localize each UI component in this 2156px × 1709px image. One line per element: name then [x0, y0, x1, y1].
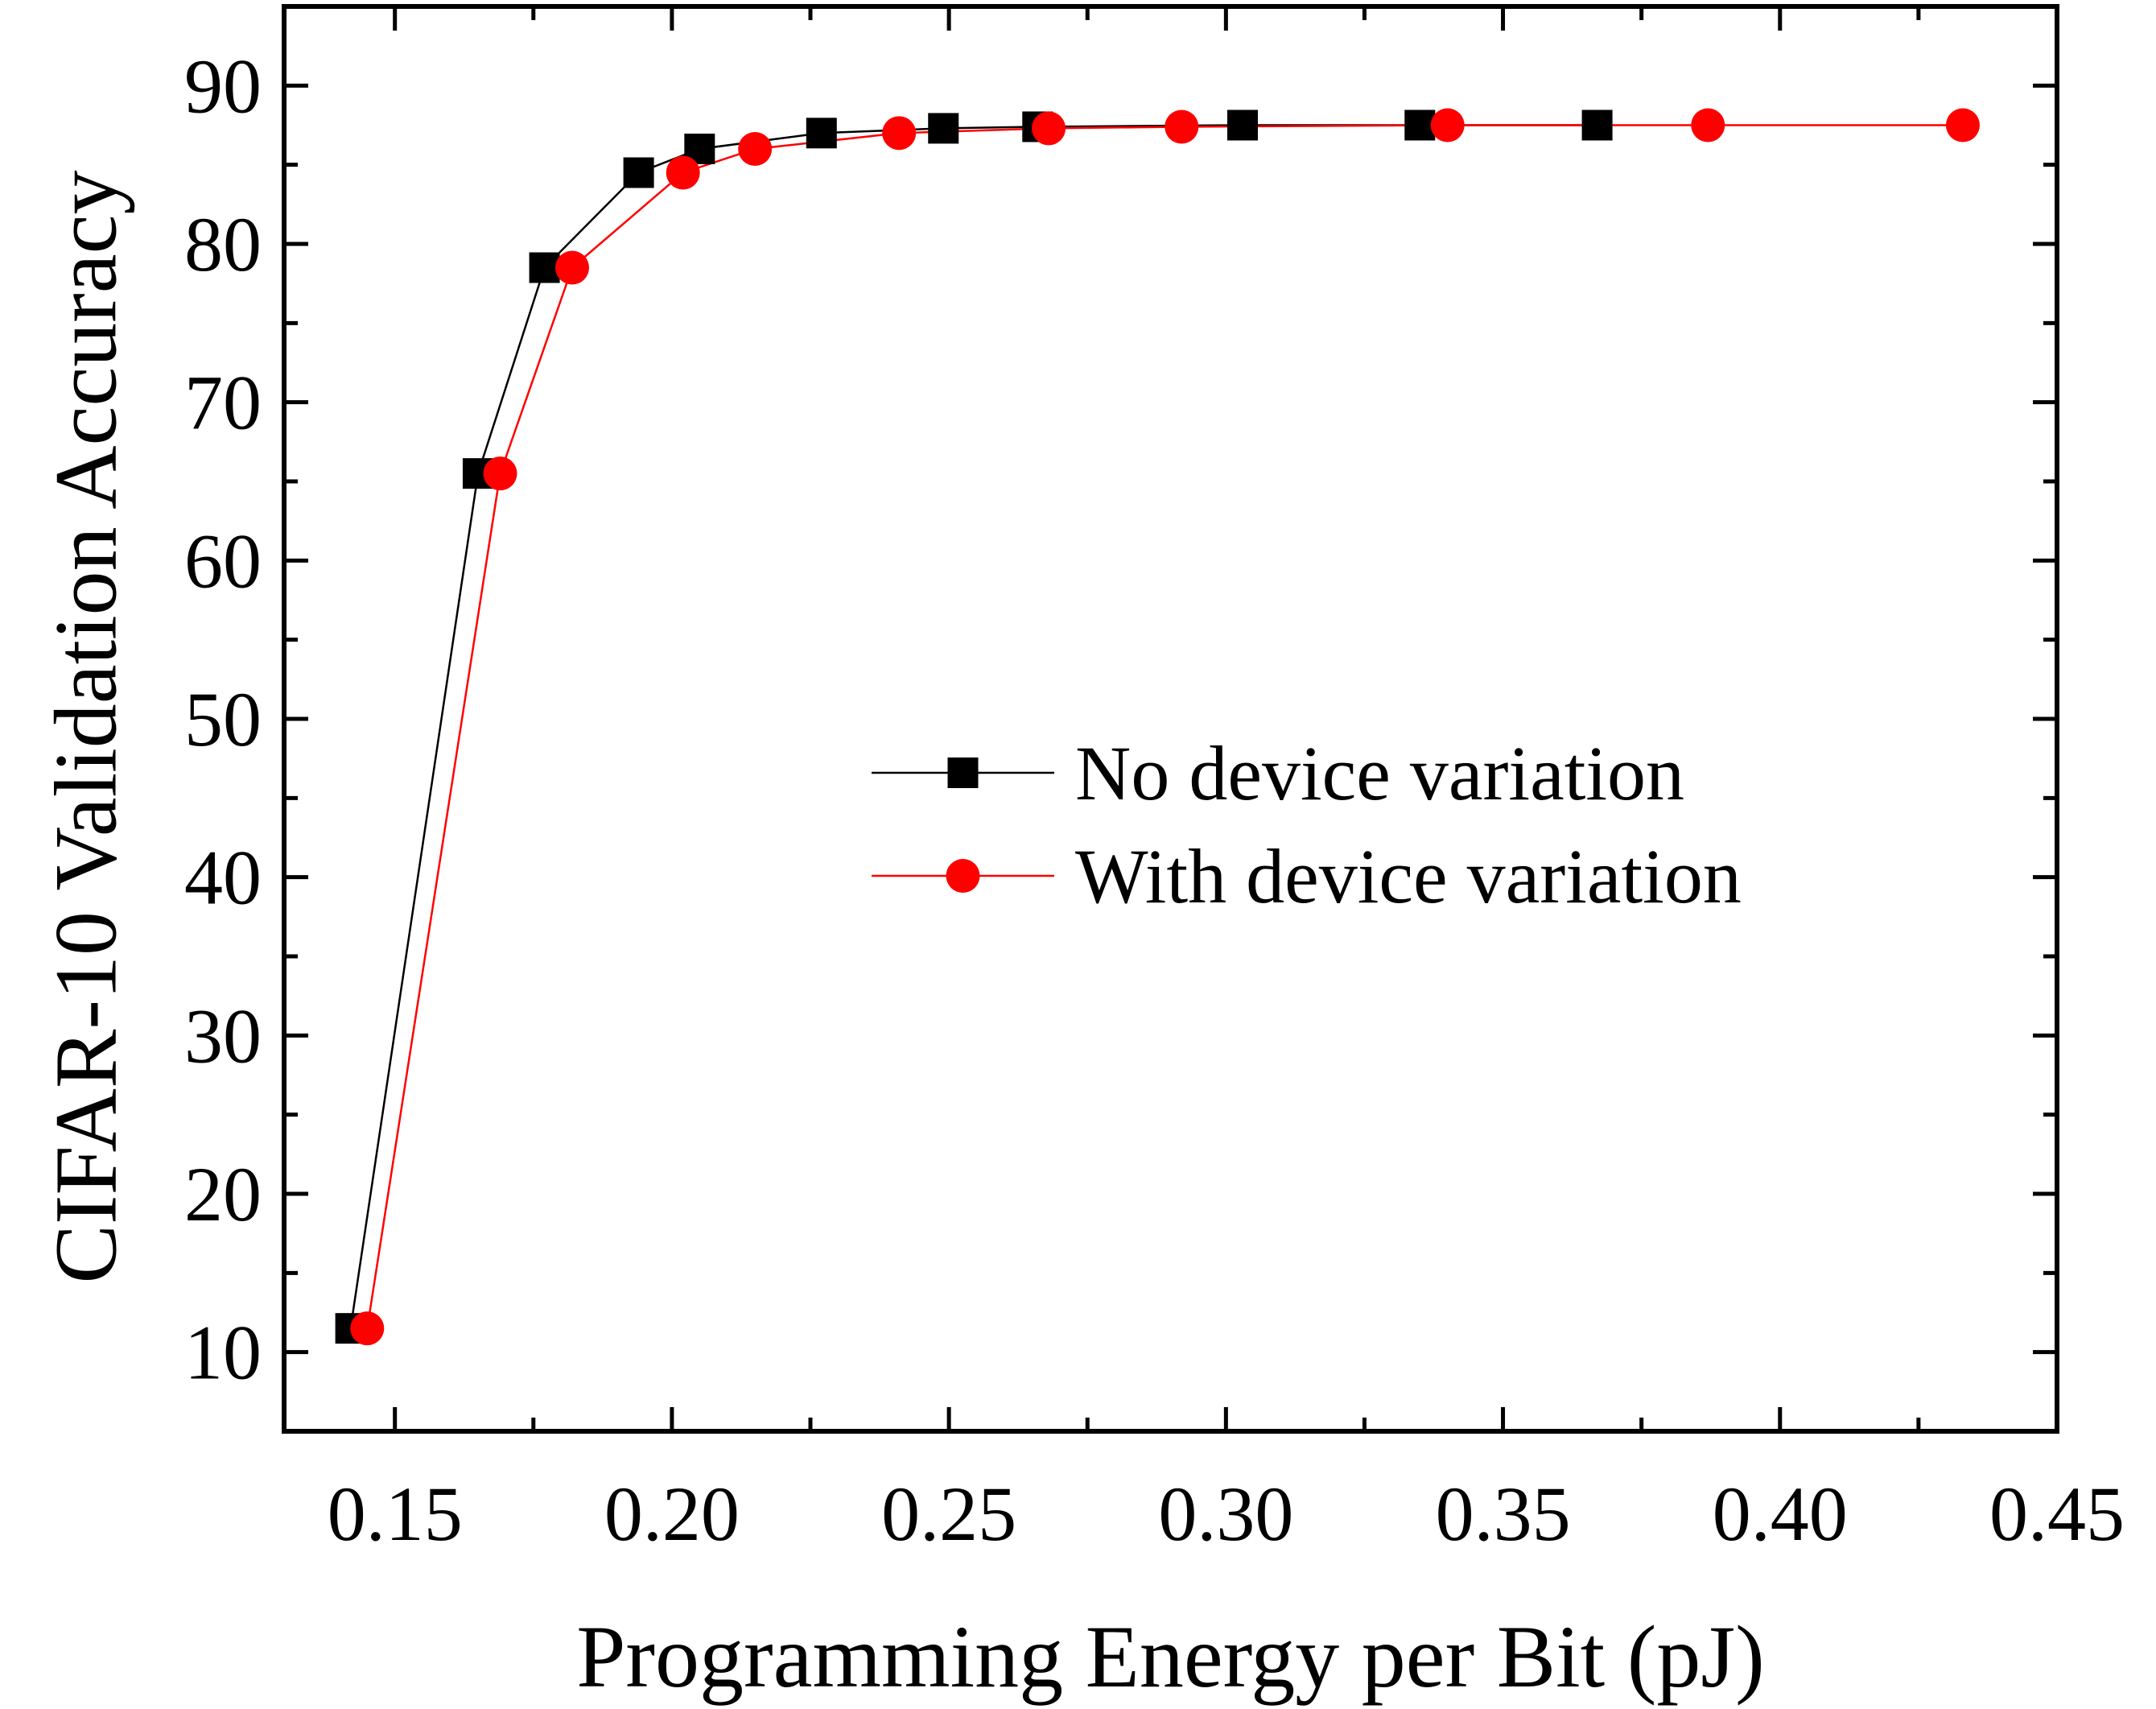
labels-layer: 0.15 0.20 0.25 0.30 0.35 0.40 0.45 10 20 30 40 50 60… — [184, 43, 2125, 1557]
data-point-series-2 — [1165, 109, 1199, 144]
x-tick-label: 0.20 — [604, 1471, 740, 1557]
data-point-series-2 — [666, 155, 700, 190]
data-point-series-1 — [1226, 109, 1258, 141]
data-point-series-2 — [554, 250, 589, 285]
y-tick-label: 50 — [184, 676, 262, 762]
legend-marker-1 — [947, 757, 979, 788]
data-point-series-1 — [1581, 109, 1613, 141]
data-point-series-2 — [1032, 111, 1066, 146]
data-point-series-2 — [1691, 108, 1725, 142]
x-tick-label: 0.15 — [328, 1471, 463, 1557]
data-point-series-2 — [738, 132, 773, 166]
data-point-series-2 — [882, 116, 917, 151]
data-point-series-1 — [806, 118, 837, 149]
y-tick-label: 90 — [184, 43, 262, 129]
series-line-1 — [349, 124, 1597, 1329]
data-point-series-2 — [1430, 108, 1465, 142]
data-point-series-1 — [928, 113, 959, 144]
ticks-layer — [284, 4, 2059, 1434]
y-tick-label: 60 — [184, 518, 262, 604]
x-tick-label: 0.30 — [1158, 1471, 1293, 1557]
y-tick-label: 40 — [184, 835, 262, 921]
data-point-series-1 — [529, 252, 560, 283]
legend-label-2: With device variation — [1075, 833, 1742, 919]
plot-frame — [282, 4, 2059, 1434]
y-tick-label: 80 — [184, 201, 262, 287]
data-point-series-1 — [1404, 109, 1436, 141]
legend: No device variation With device variation — [872, 730, 1742, 919]
y-tick-label: 20 — [184, 1151, 262, 1237]
y-tick-label: 70 — [184, 360, 262, 446]
legend-label-1: No device variation — [1075, 730, 1684, 816]
x-axis-title: Programming Energy per Bit (pJ) — [576, 1608, 1765, 1706]
legend-marker-2 — [946, 859, 980, 893]
y-tick-label: 30 — [184, 993, 262, 1079]
y-tick-label: 10 — [184, 1310, 262, 1396]
data-point-series-1 — [623, 157, 654, 188]
series-layer — [335, 108, 1980, 1346]
series-line-2 — [366, 124, 1963, 1329]
data-point-series-2 — [483, 456, 517, 491]
data-point-series-2 — [350, 1311, 385, 1346]
x-tick-label: 0.40 — [1713, 1471, 1848, 1557]
data-point-series-2 — [1945, 108, 1980, 142]
x-tick-label: 0.25 — [881, 1471, 1016, 1557]
x-tick-label: 0.45 — [1989, 1471, 2125, 1557]
y-axis-title: CIFAR-10 Validation Accuracy — [36, 171, 134, 1284]
x-tick-label: 0.35 — [1436, 1471, 1571, 1557]
